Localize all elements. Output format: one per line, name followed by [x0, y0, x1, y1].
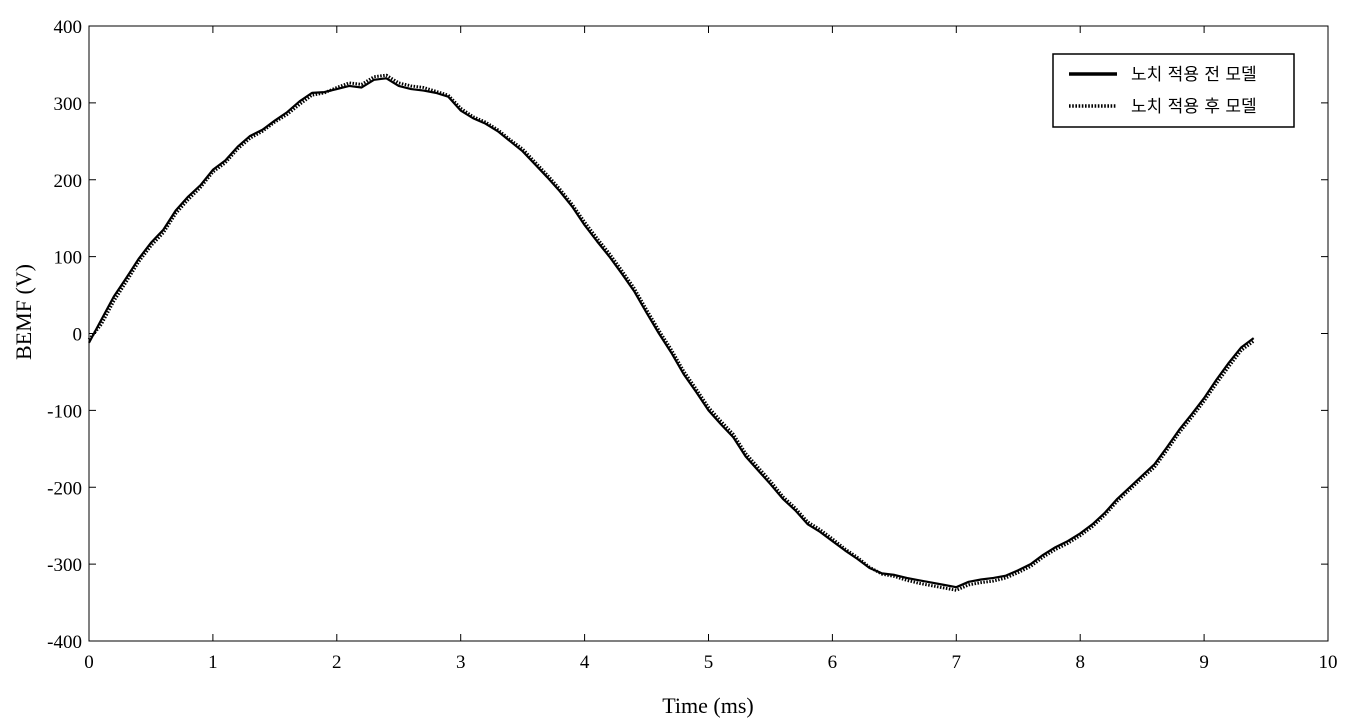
x-tick-label: 3 [456, 652, 466, 673]
x-axis-title: Time (ms) [662, 693, 753, 718]
y-tick-label: -200 [47, 478, 82, 499]
legend-box [1052, 53, 1295, 128]
x-tick-label: 7 [952, 652, 962, 673]
legend: 노치 적용 전 모델 노치 적용 후 모델 [1052, 53, 1295, 128]
legend-label-after-notch: 노치 적용 후 모델 [1131, 97, 1257, 117]
x-tick-label: 9 [1199, 652, 1209, 673]
plot-area [88, 25, 1329, 642]
series-lines [87, 73, 1255, 592]
x-tick-label: 8 [1075, 652, 1085, 673]
series-line-before-notch [88, 77, 1255, 589]
x-tick-labels: 0 1 2 3 4 5 6 7 8 9 10 [84, 652, 1337, 673]
y-tick-label: 300 [54, 94, 83, 115]
x-tick-label: 1 [208, 652, 218, 673]
y-tick-labels: -400 -300 -200 -100 0 100 200 300 400 [47, 17, 82, 653]
y-tick-label: 100 [54, 248, 83, 269]
y-tick-label: 400 [54, 17, 83, 38]
x-tick-label: 6 [828, 652, 838, 673]
y-tick-label: -100 [47, 401, 82, 422]
series-line-after-notch [87, 73, 1255, 592]
legend-label-before-notch: 노치 적용 전 모델 [1131, 65, 1257, 85]
y-tick-label: 200 [54, 171, 83, 192]
x-tick-label: 10 [1319, 652, 1338, 673]
x-tick-label: 5 [704, 652, 714, 673]
y-tick-label: 0 [73, 325, 83, 346]
y-tick-label: -300 [47, 555, 82, 576]
x-tick-label: 2 [332, 652, 342, 673]
y-tick-label: -400 [47, 632, 82, 653]
x-tick-label: 4 [580, 652, 590, 673]
axis-ticks [88, 25, 1329, 642]
y-axis-title: BEMF (V) [11, 264, 36, 360]
x-tick-label: 0 [84, 652, 94, 673]
